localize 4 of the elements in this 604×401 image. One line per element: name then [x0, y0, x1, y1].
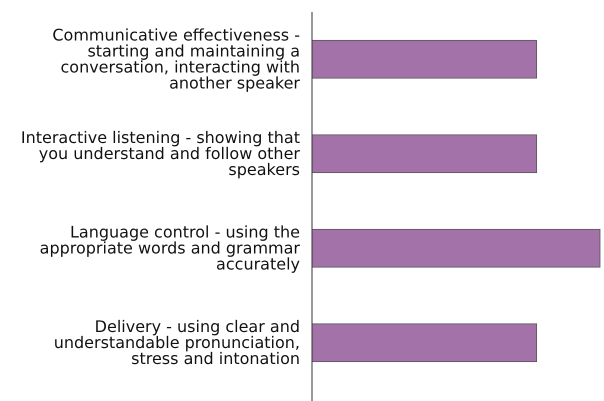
y-tick-label: Language control - using the appropriate words and grammar accurately — [40, 222, 300, 274]
y-tick-label: Interactive listening - showing that you understand and follow other speakers — [20, 128, 300, 179]
y-tick-label: Communicative effectiveness - starting and maintaining a conversation, interacting with another speaker — [52, 25, 300, 92]
y-tick-label: Delivery - using clear and understandable pronunciation, stress and intonation — [54, 316, 300, 368]
